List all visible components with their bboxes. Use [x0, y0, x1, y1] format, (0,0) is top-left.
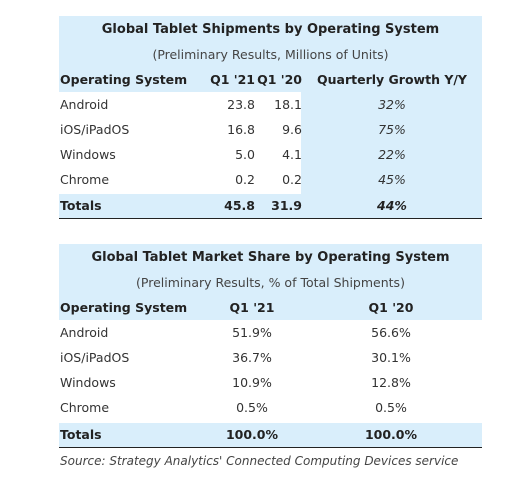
share-totals-q120: 100.0%	[364, 427, 418, 442]
shipments-totals-q121: 45.8	[224, 198, 255, 213]
share-totals-label: Totals	[60, 427, 102, 442]
share-title: Global Tablet Market Share by Operating …	[91, 250, 450, 265]
shipments-q120: 0.2	[282, 172, 302, 187]
share-header-os: Operating System	[60, 300, 188, 315]
shipments-subtitle: (Preliminary Results, Millions of Units)	[152, 47, 389, 62]
shipments-q121: 5.0	[235, 147, 255, 162]
shipments-totals-growth: 44%	[377, 198, 407, 213]
share-q120: 0.5%	[375, 400, 407, 415]
share-q121: 51.9%	[232, 325, 272, 340]
shipments-q121: 16.8	[227, 122, 255, 137]
share-q121: 0.5%	[236, 400, 268, 415]
shipments-growth: 22%	[378, 147, 406, 162]
shipments-header-q121: Q1 '21	[210, 72, 255, 87]
source-note: Source: Strategy Analytics' Connected Co…	[60, 454, 459, 468]
shipments-totals-band	[59, 194, 482, 218]
share-os: iOS/iPadOS	[60, 350, 130, 365]
shipments-q121: 0.2	[235, 172, 255, 187]
share-header-q121: Q1 '21	[229, 300, 275, 315]
shipments-bottom-rule	[59, 218, 482, 219]
shipments-header-growth: Quarterly Growth Y/Y	[317, 72, 467, 87]
share-bottom-rule	[59, 447, 482, 448]
share-totals-q121: 100.0%	[225, 427, 279, 442]
share-q121: 10.9%	[232, 375, 272, 390]
shipments-os: Android	[60, 97, 109, 112]
shipments-q120: 9.6	[282, 122, 302, 137]
share-q120: 12.8%	[371, 375, 411, 390]
shipments-header-band	[59, 16, 482, 92]
shipments-q120: 18.1	[274, 97, 302, 112]
shipments-q120: 4.1	[282, 147, 302, 162]
share-header-band	[59, 244, 482, 320]
shipments-growth: 32%	[378, 97, 406, 112]
share-os: Chrome	[60, 400, 110, 415]
share-q121: 36.7%	[232, 350, 272, 365]
shipments-growth: 75%	[378, 122, 406, 137]
share-q120: 30.1%	[371, 350, 411, 365]
shipments-os: Windows	[60, 147, 116, 162]
shipments-growth: 45%	[378, 172, 406, 187]
share-os: Windows	[60, 375, 116, 390]
share-os: Android	[60, 325, 109, 340]
share-totals-band	[59, 423, 482, 447]
shipments-os: iOS/iPadOS	[60, 122, 130, 137]
shipments-os: Chrome	[60, 172, 110, 187]
shipments-totals-q120: 31.9	[271, 198, 302, 213]
shipments-q121: 23.8	[227, 97, 255, 112]
shipments-header-q120: Q1 '20	[257, 72, 302, 87]
share-q120: 56.6%	[371, 325, 411, 340]
shipments-title: Global Tablet Shipments by Operating Sys…	[101, 22, 440, 37]
share-header-q120: Q1 '20	[368, 300, 414, 315]
shipments-totals-label: Totals	[60, 198, 102, 213]
share-subtitle: (Preliminary Results, % of Total Shipmen…	[136, 275, 405, 290]
shipments-header-os: Operating System	[60, 72, 188, 87]
